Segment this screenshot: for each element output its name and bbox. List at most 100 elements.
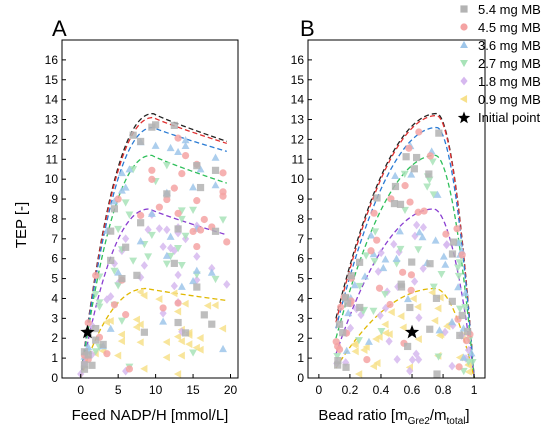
y-tick-label: 12 [291, 132, 305, 146]
scatter-point [106, 316, 114, 325]
scatter-point [377, 328, 386, 336]
scatter-point [364, 337, 373, 345]
scatter-point [136, 320, 144, 329]
scatter-point [151, 141, 160, 149]
panel-a: A TEP [-] Feed NADP/H [mmol/L] 012345678… [13, 16, 239, 424]
scatter-point [88, 361, 96, 369]
scatter-point [177, 351, 185, 360]
scatter-point [397, 283, 406, 291]
y-tick-label: 7 [297, 232, 304, 246]
scatter-point [117, 186, 126, 194]
panel-b-scatter-points [332, 128, 477, 378]
scatter-point [136, 288, 144, 296]
scatter-point [95, 303, 104, 311]
scatter-point [170, 121, 178, 130]
scatter-point [347, 272, 355, 280]
scatter-point [399, 268, 407, 276]
scatter-point [137, 211, 145, 220]
scatter-point [391, 171, 400, 179]
scatter-point [174, 134, 182, 142]
scatter-point [391, 182, 400, 191]
scatter-point [125, 211, 134, 219]
scatter-point [342, 363, 350, 371]
scatter-point [369, 362, 378, 371]
scatter-point [185, 340, 193, 349]
scatter-point [455, 259, 464, 267]
y-tick-label: 2 [51, 331, 58, 345]
scatter-point [393, 355, 401, 364]
panel-a-label: A [52, 16, 67, 41]
scatter-point [211, 153, 220, 161]
y-tick-label: 11 [46, 152, 59, 166]
fit-line [80, 126, 227, 379]
legend-entry-initial-point: Initial point [457, 110, 541, 125]
scatter-point [355, 370, 363, 378]
scatter-point [121, 183, 130, 191]
scatter-point [159, 308, 167, 318]
legend-entry-3-6: 3.6 mg MB [460, 38, 541, 53]
scatter-point [170, 259, 178, 267]
scatter-point [356, 258, 364, 266]
legend-entry-5-4: 5.4 mg MB [460, 2, 541, 17]
scatter-point [414, 246, 423, 254]
scatter-point [174, 209, 182, 217]
scatter-point [407, 286, 415, 294]
scatter-point [370, 258, 379, 266]
scatter-point [173, 307, 182, 316]
scatter-point [432, 294, 441, 302]
scatter-point [218, 324, 227, 333]
scatter-point [181, 299, 189, 308]
legend-marker-triangle-left [459, 95, 468, 103]
scatter-point [415, 128, 423, 136]
legend-label: 0.9 mg MB [478, 92, 541, 107]
scatter-point [174, 318, 182, 327]
scatter-point [211, 181, 220, 189]
scatter-point [428, 158, 437, 166]
scatter-point [467, 349, 476, 357]
scatter-point [334, 361, 342, 369]
scatter-point [155, 203, 163, 211]
scatter-point [449, 321, 457, 330]
scatter-point [360, 346, 368, 354]
scatter-point [392, 254, 401, 262]
scatter-point [114, 225, 123, 234]
scatter-point [390, 239, 398, 249]
legend-entry-2-7: 2.7 mg MB [460, 56, 541, 71]
x-tick-label: 20 [224, 383, 238, 397]
scatter-point [159, 317, 168, 325]
scatter-point [132, 323, 140, 332]
legend-marker-star [457, 111, 471, 124]
scatter-point [459, 353, 468, 361]
scatter-point [407, 170, 416, 178]
scatter-point [420, 207, 428, 215]
scatter-point [355, 337, 363, 345]
scatter-point [162, 353, 170, 362]
scatter-point [193, 197, 201, 205]
scatter-point [80, 361, 89, 369]
scatter-point [223, 238, 231, 246]
scatter-point [137, 137, 145, 146]
scatter-point [200, 311, 208, 319]
scatter-point [437, 270, 446, 279]
scatter-point [418, 233, 427, 241]
scatter-point [91, 348, 100, 356]
scatter-point [147, 209, 156, 217]
scatter-point [107, 256, 115, 264]
scatter-point [223, 280, 231, 289]
scatter-point [114, 195, 122, 203]
scatter-point [337, 303, 345, 311]
scatter-point [177, 261, 186, 270]
y-tick-label: 7 [51, 232, 58, 246]
scatter-point [455, 305, 464, 313]
scatter-point [411, 277, 419, 286]
scatter-point [414, 208, 422, 216]
fit-line [335, 208, 475, 379]
scatter-point [458, 251, 466, 259]
scatter-point [155, 295, 163, 304]
scatter-point [193, 252, 201, 261]
scatter-point [410, 165, 418, 173]
scatter-point [114, 351, 122, 360]
y-tick-label: 11 [292, 152, 305, 166]
scatter-point [379, 263, 388, 272]
y-tick-label: 14 [291, 93, 305, 107]
